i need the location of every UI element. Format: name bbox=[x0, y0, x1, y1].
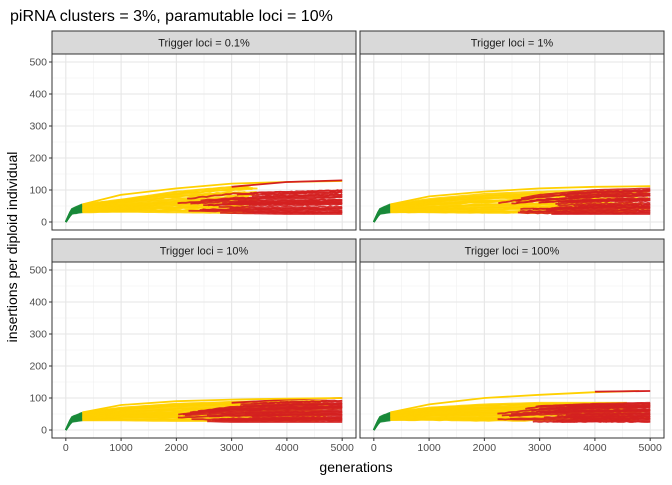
x-tick-label: 2000 bbox=[473, 442, 497, 454]
x-tick-label: 5000 bbox=[639, 442, 663, 454]
facet-trigger-loci-0-1-trajectory bbox=[207, 201, 343, 207]
facet-trigger-loci-0-1-series bbox=[64, 179, 343, 223]
facet-trigger-loci-0-1-trajectory bbox=[187, 189, 343, 200]
facet-trigger-loci-100-border bbox=[359, 261, 665, 439]
facet-trigger-loci-100-trajectory-upper bbox=[594, 390, 651, 393]
y-tick-label: 0 bbox=[41, 217, 47, 229]
x-tick-label: 0 bbox=[63, 442, 69, 454]
facet-trigger-loci-1-band-active bbox=[498, 187, 651, 215]
facet-trigger-loci-0-1-trajectory bbox=[236, 190, 343, 196]
facet-trigger-loci-10-band-active bbox=[177, 399, 343, 423]
y-tick-label: 300 bbox=[29, 329, 47, 341]
facet-trigger-loci-10-trajectory bbox=[206, 411, 343, 417]
facet-trigger-loci-1-border bbox=[359, 53, 665, 231]
facet-trigger-loci-0-1-trajectory bbox=[218, 205, 343, 209]
facet-trigger-loci-0-1-trajectory-upper bbox=[231, 179, 343, 188]
facet-trigger-loci-1: Trigger loci = 1% bbox=[359, 30, 665, 231]
y-tick-label: 200 bbox=[29, 153, 47, 165]
y-tick-label: 300 bbox=[29, 121, 47, 133]
facet-trigger-loci-100-trajectory bbox=[536, 408, 651, 413]
facet-trigger-loci-100-trajectory bbox=[372, 411, 391, 431]
facet-trigger-loci-0-1-trajectory bbox=[251, 193, 343, 198]
facet-trigger-loci-10-trajectory bbox=[207, 420, 343, 423]
x-tick-label: 0 bbox=[371, 442, 377, 454]
y-tick-label: 400 bbox=[29, 297, 47, 309]
facet-trigger-loci-0-1-strip-label: Trigger loci = 0.1% bbox=[158, 38, 250, 50]
y-axis-label: insertions per diploid individual bbox=[4, 152, 20, 343]
chart-title: piRNA clusters = 3%, paramutable loci = … bbox=[10, 8, 333, 25]
facet-trigger-loci-100-trajectory bbox=[532, 420, 651, 423]
y-tick-label: 200 bbox=[29, 361, 47, 373]
facet-trigger-loci-100-trajectory bbox=[565, 412, 651, 417]
facet-trigger-loci-100-band-active bbox=[497, 401, 651, 423]
facet-trigger-loci-1-trajectory bbox=[553, 210, 651, 215]
y-tick-label: 100 bbox=[29, 185, 47, 197]
y-tick-label: 400 bbox=[29, 89, 47, 101]
facet-trigger-loci-100: Trigger loci = 100% 0 1000 2000 3000 4000 5000 bbox=[359, 238, 665, 454]
facet-trigger-loci-10-band-early bbox=[64, 411, 83, 431]
facet-panels: Trigger loci = 0.1%0100200300400500Trigg… bbox=[29, 30, 665, 454]
facet-trigger-loci-10-trajectory bbox=[64, 411, 83, 431]
facet-trigger-loci-0-1-trajectory bbox=[64, 203, 83, 223]
facet-trigger-loci-0-1-trajectory bbox=[229, 206, 343, 210]
facet-trigger-loci-10-trajectory bbox=[252, 415, 343, 420]
facet-trigger-loci-100-strip-label: Trigger loci = 100% bbox=[465, 246, 560, 258]
x-tick-label: 2000 bbox=[165, 442, 189, 454]
facet-trigger-loci-1-trajectory bbox=[528, 193, 651, 203]
facet-trigger-loci-1-trajectory bbox=[520, 187, 651, 200]
x-tick-label: 1000 bbox=[417, 442, 441, 454]
x-axis-label: generations bbox=[319, 459, 392, 475]
facet-trigger-loci-10-trajectory bbox=[239, 401, 343, 408]
facet-trigger-loci-100-trajectory bbox=[557, 414, 651, 418]
facet-trigger-loci-1-trajectory bbox=[567, 191, 651, 198]
y-tick-label: 500 bbox=[29, 265, 47, 277]
facet-trigger-loci-10-strip-label: Trigger loci = 10% bbox=[160, 246, 249, 258]
facet-trigger-loci-1-trajectory bbox=[372, 203, 391, 223]
facet-trigger-loci-100-band-early bbox=[372, 411, 391, 431]
facet-trigger-loci-10-trajectory bbox=[184, 408, 343, 417]
facet-trigger-loci-1-trajectory bbox=[573, 203, 651, 208]
facet-trigger-loci-10-trajectory bbox=[178, 405, 343, 416]
facet-trigger-loci-100-trajectory bbox=[390, 401, 627, 414]
facet-trigger-loci-100-trajectory bbox=[535, 401, 651, 408]
y-tick-label: 500 bbox=[29, 57, 47, 69]
facet-trigger-loci-100-series bbox=[372, 390, 651, 431]
y-tick-label: 0 bbox=[41, 425, 47, 437]
facet-trigger-loci-1-trajectory bbox=[539, 197, 651, 204]
x-tick-label: 3000 bbox=[528, 442, 552, 454]
facet-trigger-loci-10-series bbox=[64, 397, 343, 431]
facet-trigger-loci-1-band-early bbox=[372, 203, 391, 223]
y-tick-label: 100 bbox=[29, 393, 47, 405]
facet-trigger-loci-10-trajectory bbox=[254, 399, 343, 405]
facet-trigger-loci-100-grid bbox=[360, 262, 664, 438]
facet-trigger-loci-1-trajectory bbox=[563, 189, 651, 196]
facet-trigger-loci-0-1: Trigger loci = 0.1% 0 100 200 300 400 500 bbox=[29, 30, 357, 231]
facet-trigger-loci-1-series bbox=[372, 185, 651, 223]
x-tick-label: 4000 bbox=[583, 442, 607, 454]
facet-trigger-loci-0-1-trajectory bbox=[82, 184, 251, 206]
x-tick-label: 3000 bbox=[220, 442, 244, 454]
facet-trigger-loci-0-1-band-early bbox=[64, 203, 83, 223]
facet-trigger-loci-0-1-band-active bbox=[177, 189, 343, 215]
facet-trigger-loci-10-border bbox=[51, 261, 357, 439]
facet-trigger-loci-1-trajectory-upper bbox=[390, 185, 651, 206]
facet-trigger-loci-0-1-trajectory bbox=[202, 208, 343, 212]
facet-trigger-loci-0-1-trajectory bbox=[237, 198, 343, 203]
facet-trigger-loci-100-trajectory bbox=[509, 411, 651, 417]
facet-trigger-loci-1-strip-label: Trigger loci = 1% bbox=[471, 38, 554, 50]
facet-trigger-loci-10-trajectory-upper bbox=[82, 397, 343, 414]
facet-trigger-loci-1-trajectory bbox=[557, 201, 651, 207]
x-tick-label: 5000 bbox=[331, 442, 355, 454]
x-tick-label: 1000 bbox=[109, 442, 133, 454]
x-tick-label: 4000 bbox=[275, 442, 299, 454]
facet-trigger-loci-1-trajectory bbox=[526, 209, 651, 213]
facet-trigger-loci-0-1-border bbox=[51, 53, 357, 231]
facet-trigger-loci-0-1-trajectory bbox=[220, 211, 343, 215]
